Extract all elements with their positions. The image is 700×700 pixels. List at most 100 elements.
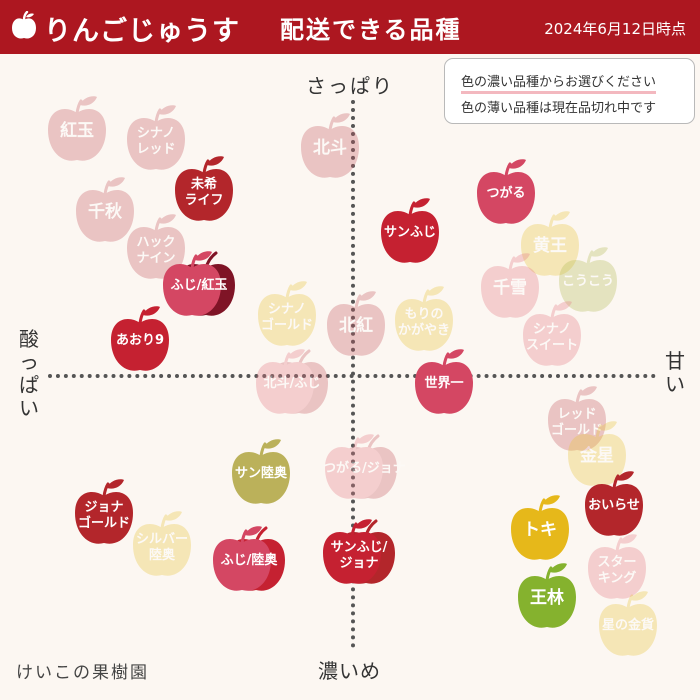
apple-label: ふじ/陸奥 <box>220 553 278 568</box>
apple-ourin: 王林 <box>515 562 579 632</box>
apple-kinsei: 金星 <box>565 420 629 490</box>
orchard-signature: けいこの果樹園 <box>16 663 149 683</box>
apple-icon <box>256 349 328 414</box>
apple-label: シナノ ゴールド <box>260 302 313 333</box>
apple-icon <box>548 386 606 451</box>
brand-name: りんごじゅうす <box>44 16 240 47</box>
legend-box: 色の濃い品種からお選びください 色の薄い品種は現在品切れ中です <box>444 58 695 124</box>
apple-icon <box>568 421 626 486</box>
apple-aori9: あおり9 <box>108 305 172 375</box>
apple-label: シルバー 陸奥 <box>135 532 188 563</box>
apple-label: 北斗 <box>313 138 347 158</box>
apple-icon <box>395 286 453 351</box>
apple-icon <box>232 439 290 504</box>
apple-label: シナノ スイート <box>525 322 578 353</box>
apple-star-king: スター キング <box>585 533 649 603</box>
apple-icon <box>258 281 316 346</box>
apple-label: ふじ/紅玉 <box>170 278 228 293</box>
apple-icon <box>76 177 134 242</box>
apple-label: つがる <box>486 186 526 201</box>
apple-icon <box>323 519 395 584</box>
apple-icon <box>163 251 235 316</box>
apple-label: 世界一 <box>424 376 464 391</box>
apple-toki: トキ <box>508 494 572 564</box>
apple-label: 未希 ライフ <box>184 177 224 208</box>
axis-label-light-taste: さっぱり <box>306 74 394 98</box>
apple-senshu: 千秋 <box>73 176 137 246</box>
as-of-date: 2024年6月12日時点 <box>544 20 686 38</box>
apple-icon <box>585 471 643 536</box>
apple-icon <box>477 159 535 224</box>
apple-label: サンふじ/ジョナ <box>330 540 388 571</box>
apple-icon <box>588 534 646 599</box>
apple-icon <box>175 156 233 221</box>
apple-label: 北斗/ふじ <box>263 376 321 391</box>
apple-jonagold: ジョナ ゴールド <box>72 478 136 548</box>
apple-label: 星の金貨 <box>601 618 654 633</box>
apple-label: サンふじ <box>383 225 436 240</box>
apple-label: ハック ナイン <box>136 235 176 266</box>
apple-silver-mutsu: シルバー 陸奥 <box>130 510 194 580</box>
apple-icon <box>213 526 285 591</box>
apple-icon <box>75 479 133 544</box>
apple-icon <box>301 113 359 178</box>
apple-icon <box>481 253 539 318</box>
apple-miki-life: 未希 ライフ <box>172 155 236 225</box>
apple-tsugaru: つがる <box>474 158 538 228</box>
apple-label: スター キング <box>597 555 637 586</box>
apple-chiyuki: 千雪 <box>478 252 542 322</box>
apple-icon <box>523 301 581 366</box>
axis-label-sweet: 甘い <box>665 349 685 396</box>
apple-kiou: 黄王 <box>518 210 582 280</box>
header-bar: りんごじゅうす 配送できる品種 2024年6月12日時点 <box>0 0 700 54</box>
axis-label-sour: 酸っぱい <box>19 327 39 420</box>
apple-label: シナノ レッド <box>136 126 176 157</box>
apple-oirase: おいらせ <box>582 470 646 540</box>
apple-label: 千秋 <box>88 202 122 222</box>
apple-kougyoku: 紅玉 <box>45 95 109 165</box>
apple-label: サン陸奥 <box>234 466 287 481</box>
apple-label: こうこう <box>561 274 614 289</box>
apple-icon <box>518 563 576 628</box>
apple-icon <box>599 591 657 656</box>
apple-label: 紅玉 <box>60 121 94 141</box>
apple-icon <box>521 211 579 276</box>
apple-icon <box>511 495 569 560</box>
apple-label: レッド ゴールド <box>550 407 603 438</box>
page-title: 配送できる品種 <box>280 16 462 44</box>
apple-morino-kagayaki: もりの かがやき <box>392 285 456 355</box>
apple-label: ジョナ ゴールド <box>77 500 130 531</box>
apple-fuji-kougyoku: ふじ/紅玉 <box>160 250 235 320</box>
apple-icon <box>133 511 191 576</box>
apple-label: 黄王 <box>533 236 567 256</box>
apple-sunfuji-jona: サンふじ/ジョナ <box>320 518 395 588</box>
apple-icon <box>559 247 617 312</box>
apple-sekaiichi: 世界一 <box>412 348 476 418</box>
apple-icon <box>48 96 106 161</box>
apple-label: つがる/ジョナ <box>323 461 406 476</box>
apple-koukou: こうこう <box>556 246 620 316</box>
apple-tsugaru-jonagold: つがる/ジョナ <box>322 433 406 503</box>
apple-icon <box>127 214 185 279</box>
apple-icon <box>325 434 397 499</box>
apple-icon <box>127 105 185 170</box>
apple-label: トキ <box>523 520 557 540</box>
apple-hakku-nain: ハック ナイン <box>124 213 188 283</box>
apple-icon <box>327 291 385 356</box>
apple-hokkou: 北紅 <box>324 290 388 360</box>
apple-label: 王林 <box>530 588 564 608</box>
apple-shinano-sweet: シナノ スイート <box>520 300 584 370</box>
apple-red-gold: レッド ゴールド <box>545 385 609 455</box>
apple-label: もりの かがやき <box>397 307 450 338</box>
apple-label: おいらせ <box>588 498 640 513</box>
horizontal-axis-line <box>48 374 656 378</box>
apple-icon <box>12 11 36 39</box>
apple-hokuto-fuji: 北斗/ふじ <box>253 348 328 418</box>
apple-label: 金星 <box>580 446 614 466</box>
apple-fuji-mutsu: ふじ/陸奥 <box>210 525 285 595</box>
apple-shinano-red: シナノ レッド <box>124 104 188 174</box>
axis-label-rich-taste: 濃いめ <box>318 659 381 683</box>
apple-sun-mutsu: サン陸奥 <box>229 438 293 508</box>
legend-available-note: 色の濃い品種からお選びください <box>461 71 657 94</box>
apple-icon <box>111 306 169 371</box>
